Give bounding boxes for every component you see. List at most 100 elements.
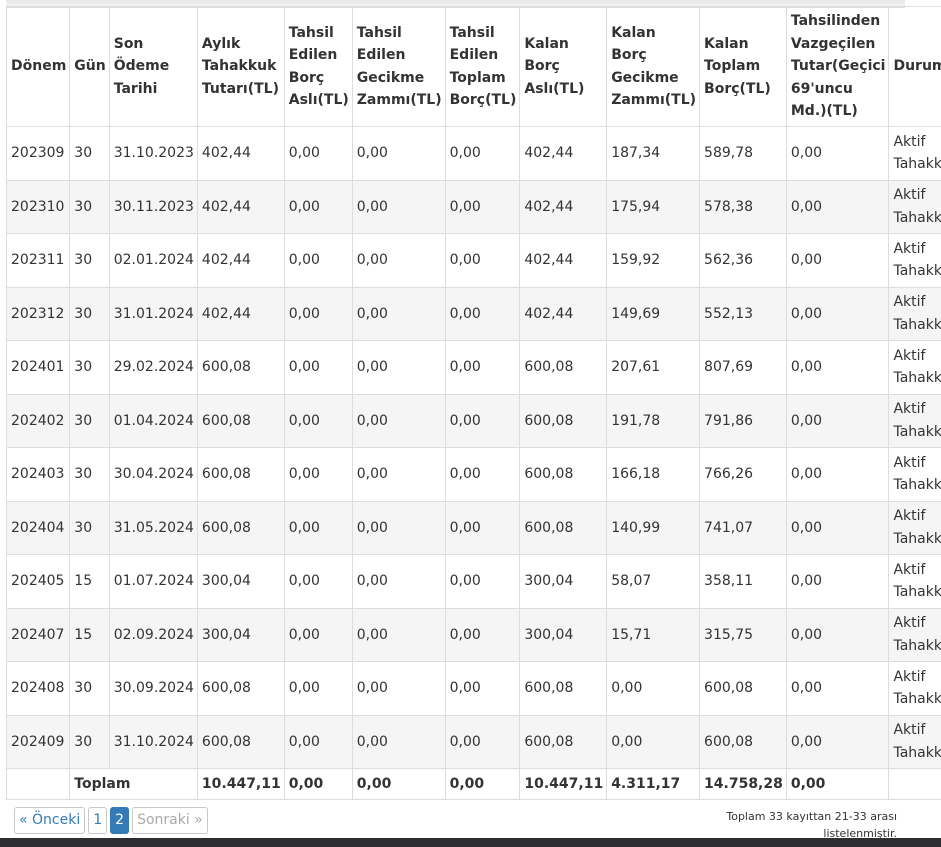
- cell-monthly-accrual: 402,44: [196, 179, 285, 234]
- cell-period: 202402: [5, 393, 71, 448]
- table-row: 202409 30 31.10.2024 600,08 0,00 0,00 0,00 600,…: [5, 714, 941, 769]
- cell-remaining-principal: 300,04: [519, 607, 608, 662]
- cell-status: Aktif Tahakkuk: [888, 661, 941, 716]
- cell-remaining-penalty: 175,94: [606, 179, 701, 234]
- totals-row: Toplam 10.447,11 0,00 0,00 0,00 10.447,1…: [5, 768, 941, 800]
- table-row: 202407 15 02.09.2024 300,04 0,00 0,00 0,00 300,…: [5, 607, 941, 662]
- cell-collected-total: 0,00: [444, 233, 521, 288]
- cell-collected-penalty: 0,00: [351, 714, 446, 769]
- cell-remaining-penalty: 166,18: [606, 447, 701, 502]
- next-page-button[interactable]: Sonraki »: [132, 807, 208, 834]
- cell-collected-total: 0,00: [444, 661, 521, 716]
- cell-period: 202407: [5, 607, 71, 662]
- total-remaining-total: 14.758,28: [699, 768, 787, 800]
- cell-remaining-penalty: 58,07: [606, 554, 701, 609]
- cell-remaining-penalty: 159,92: [606, 233, 701, 288]
- cell-collected-principal: 0,00: [283, 500, 353, 555]
- cell-waived-amount: 0,00: [785, 607, 890, 662]
- previous-page-button[interactable]: « Önceki: [14, 807, 86, 834]
- cell-remaining-penalty: 187,34: [606, 126, 701, 181]
- cell-collected-total: 0,00: [444, 500, 521, 555]
- cell-collected-penalty: 0,00: [351, 340, 446, 395]
- cell-collected-principal: 0,00: [283, 661, 353, 716]
- cell-remaining-principal: 600,08: [519, 340, 608, 395]
- cell-waived-amount: 0,00: [785, 554, 890, 609]
- totals-status-empty: [888, 768, 941, 800]
- cell-status: Aktif Tahakkuk: [888, 126, 941, 181]
- cell-remaining-total: 589,78: [699, 126, 787, 181]
- cell-monthly-accrual: 600,08: [196, 393, 285, 448]
- pagination: « Önceki 1 2 Sonraki »: [14, 807, 211, 834]
- cell-remaining-total: 315,75: [699, 607, 787, 662]
- cell-waived-amount: 0,00: [785, 286, 890, 341]
- cell-remaining-total: 358,11: [699, 554, 787, 609]
- cell-waived-amount: 0,00: [785, 233, 890, 288]
- cell-collected-principal: 0,00: [283, 714, 353, 769]
- total-collected-total: 0,00: [444, 768, 521, 800]
- cell-collected-principal: 0,00: [283, 286, 353, 341]
- cell-due-date: 02.09.2024: [108, 607, 198, 662]
- totals-label: Toplam: [69, 768, 198, 800]
- cell-period: 202408: [5, 661, 71, 716]
- cell-collected-penalty: 0,00: [351, 233, 446, 288]
- table-row: 202402 30 01.04.2024 600,08 0,00 0,00 0,00 600,…: [5, 393, 941, 448]
- cell-collected-penalty: 0,00: [351, 179, 446, 234]
- cell-remaining-principal: 600,08: [519, 500, 608, 555]
- cell-remaining-total: 578,38: [699, 179, 787, 234]
- cell-days: 30: [69, 286, 110, 341]
- cell-remaining-total: 600,08: [699, 714, 787, 769]
- cell-remaining-total: 807,69: [699, 340, 787, 395]
- table-row: 202311 30 02.01.2024 402,44 0,00 0,00 0,00 402,…: [5, 233, 941, 288]
- total-waived: 0,00: [785, 768, 890, 800]
- header-collected-total: Tahsil Edilen Toplam Borç(TL): [444, 6, 521, 127]
- cell-remaining-principal: 402,44: [519, 233, 608, 288]
- cell-monthly-accrual: 402,44: [196, 126, 285, 181]
- cell-collected-penalty: 0,00: [351, 447, 446, 502]
- cell-collected-principal: 0,00: [283, 554, 353, 609]
- header-remaining-principal: Kalan Borç Aslı(TL): [519, 6, 608, 127]
- cell-remaining-total: 766,26: [699, 447, 787, 502]
- cell-days: 30: [69, 233, 110, 288]
- cell-remaining-penalty: 0,00: [606, 661, 701, 716]
- cell-due-date: 31.10.2023: [108, 126, 198, 181]
- cell-due-date: 31.01.2024: [108, 286, 198, 341]
- cell-status: Aktif Tahakkuk: [888, 607, 941, 662]
- cell-due-date: 01.04.2024: [108, 393, 198, 448]
- header-collected-penalty: Tahsil Edilen Gecikme Zammı(TL): [351, 6, 446, 127]
- cell-remaining-principal: 300,04: [519, 554, 608, 609]
- table-row: 202401 30 29.02.2024 600,08 0,00 0,00 0,00 600,…: [5, 340, 941, 395]
- cell-due-date: 31.10.2024: [108, 714, 198, 769]
- header-due-date: Son Ödeme Tarihi: [108, 6, 198, 127]
- cell-monthly-accrual: 600,08: [196, 500, 285, 555]
- cell-due-date: 31.05.2024: [108, 500, 198, 555]
- cell-collected-penalty: 0,00: [351, 393, 446, 448]
- cell-monthly-accrual: 600,08: [196, 340, 285, 395]
- cell-remaining-principal: 600,08: [519, 714, 608, 769]
- cell-days: 15: [69, 554, 110, 609]
- cell-collected-total: 0,00: [444, 447, 521, 502]
- cell-period: 202311: [5, 233, 71, 288]
- cell-waived-amount: 0,00: [785, 714, 890, 769]
- cell-period: 202310: [5, 179, 71, 234]
- cell-collected-total: 0,00: [444, 179, 521, 234]
- cell-days: 30: [69, 126, 110, 181]
- cell-monthly-accrual: 300,04: [196, 554, 285, 609]
- total-collected-principal: 0,00: [283, 768, 353, 800]
- cell-days: 30: [69, 661, 110, 716]
- cell-waived-amount: 0,00: [785, 393, 890, 448]
- page-1-button[interactable]: 1: [88, 807, 108, 834]
- header-days: Gün: [69, 6, 110, 127]
- cell-due-date: 30.11.2023: [108, 179, 198, 234]
- cell-monthly-accrual: 402,44: [196, 233, 285, 288]
- cell-monthly-accrual: 600,08: [196, 661, 285, 716]
- header-waived-amount: Tahsilinden Vazgeçilen Tutar(Geçici 69'u…: [785, 6, 890, 127]
- header-monthly-accrual: Aylık Tahakkuk Tutarı(TL): [196, 6, 285, 127]
- cell-remaining-principal: 600,08: [519, 447, 608, 502]
- header-remaining-total: Kalan Toplam Borç(TL): [699, 6, 787, 127]
- cell-collected-principal: 0,00: [283, 393, 353, 448]
- cell-period: 202309: [5, 126, 71, 181]
- cell-days: 30: [69, 393, 110, 448]
- cell-remaining-total: 791,86: [699, 393, 787, 448]
- page-2-button[interactable]: 2: [110, 807, 130, 834]
- cell-status: Aktif Tahakkuk: [888, 233, 941, 288]
